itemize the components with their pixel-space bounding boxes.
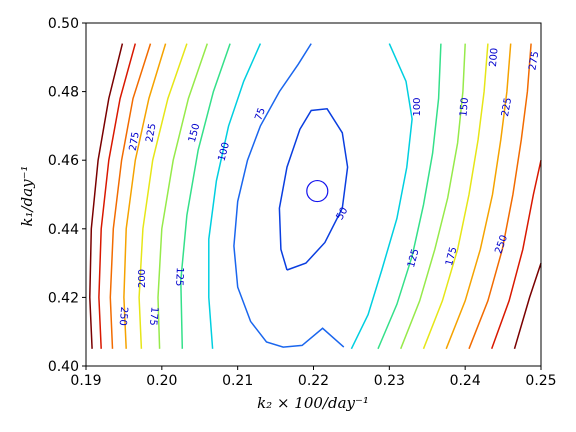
contour-level-labels: 5075100100125125150150175175200200225225… (117, 47, 542, 326)
x-tick-label: 0.24 (450, 373, 481, 389)
contour-label-100: 100 (412, 97, 423, 116)
x-axis-ticks: 0.19 0.20 0.21 0.22 0.23 0.24 0.25 (70, 366, 557, 389)
contour-line-225 (468, 43, 532, 350)
contour-label-100: 100 (216, 141, 232, 162)
contour-line-250 (490, 160, 542, 350)
x-axis-label: k₂ × 100/day⁻¹ (257, 394, 369, 412)
contour-label-75: 75 (253, 106, 268, 122)
contour-line-150 (157, 43, 209, 349)
contour-line-150 (400, 43, 466, 350)
contour-label-200: 200 (137, 269, 148, 288)
contour-line-200 (445, 43, 512, 350)
x-tick-label: 0.21 (222, 373, 253, 389)
y-axis-ticks: 0.40 0.42 0.44 0.46 0.48 0.50 (48, 16, 86, 375)
contour-line-75 (233, 43, 345, 348)
contour-line-100 (208, 43, 262, 349)
contour-line-225 (109, 43, 152, 349)
y-axis-label: k₁/day⁻¹ (18, 165, 36, 226)
y-tick-label: 0.44 (48, 222, 79, 238)
contour-label-200: 200 (488, 47, 501, 67)
contour-line-250 (98, 43, 137, 349)
contour-label-175: 175 (147, 306, 160, 326)
x-tick-label: 0.25 (525, 373, 556, 389)
x-tick-label: 0.19 (70, 373, 101, 389)
contour-line-200 (123, 43, 167, 349)
minimum-circle (306, 179, 329, 203)
contour-label-225: 225 (500, 97, 514, 118)
contour-line-175 (422, 43, 489, 350)
contour-line-100 (350, 43, 413, 350)
contour-line-175 (138, 43, 188, 349)
y-tick-label: 0.50 (48, 16, 79, 32)
contour-lines (89, 43, 542, 350)
x-tick-label: 0.22 (298, 373, 329, 389)
x-tick-label: 0.23 (374, 373, 405, 389)
contour-label-150: 150 (458, 97, 471, 117)
contour-label-125: 125 (406, 248, 422, 269)
contour-line-125 (180, 43, 231, 349)
contour-line-50 (278, 108, 349, 271)
contour-label-250: 250 (117, 306, 130, 326)
y-tick-label: 0.42 (48, 290, 79, 306)
contour-label-150: 150 (187, 122, 203, 143)
contour-line-275 (513, 262, 542, 350)
y-tick-label: 0.48 (48, 85, 79, 101)
contour-line-275 (89, 43, 124, 349)
contour-label-225: 225 (144, 123, 158, 144)
contour-label-125: 125 (173, 267, 185, 286)
contour-label-250: 250 (493, 234, 510, 256)
x-tick-label: 0.20 (146, 373, 177, 389)
minimum-marker (306, 179, 329, 203)
contour-label-275: 275 (128, 131, 142, 152)
contour-line-125 (377, 43, 442, 350)
y-tick-label: 0.40 (48, 359, 79, 375)
contour-label-175: 175 (444, 246, 460, 267)
contour-label-275: 275 (527, 51, 541, 72)
y-tick-label: 0.46 (48, 153, 79, 169)
